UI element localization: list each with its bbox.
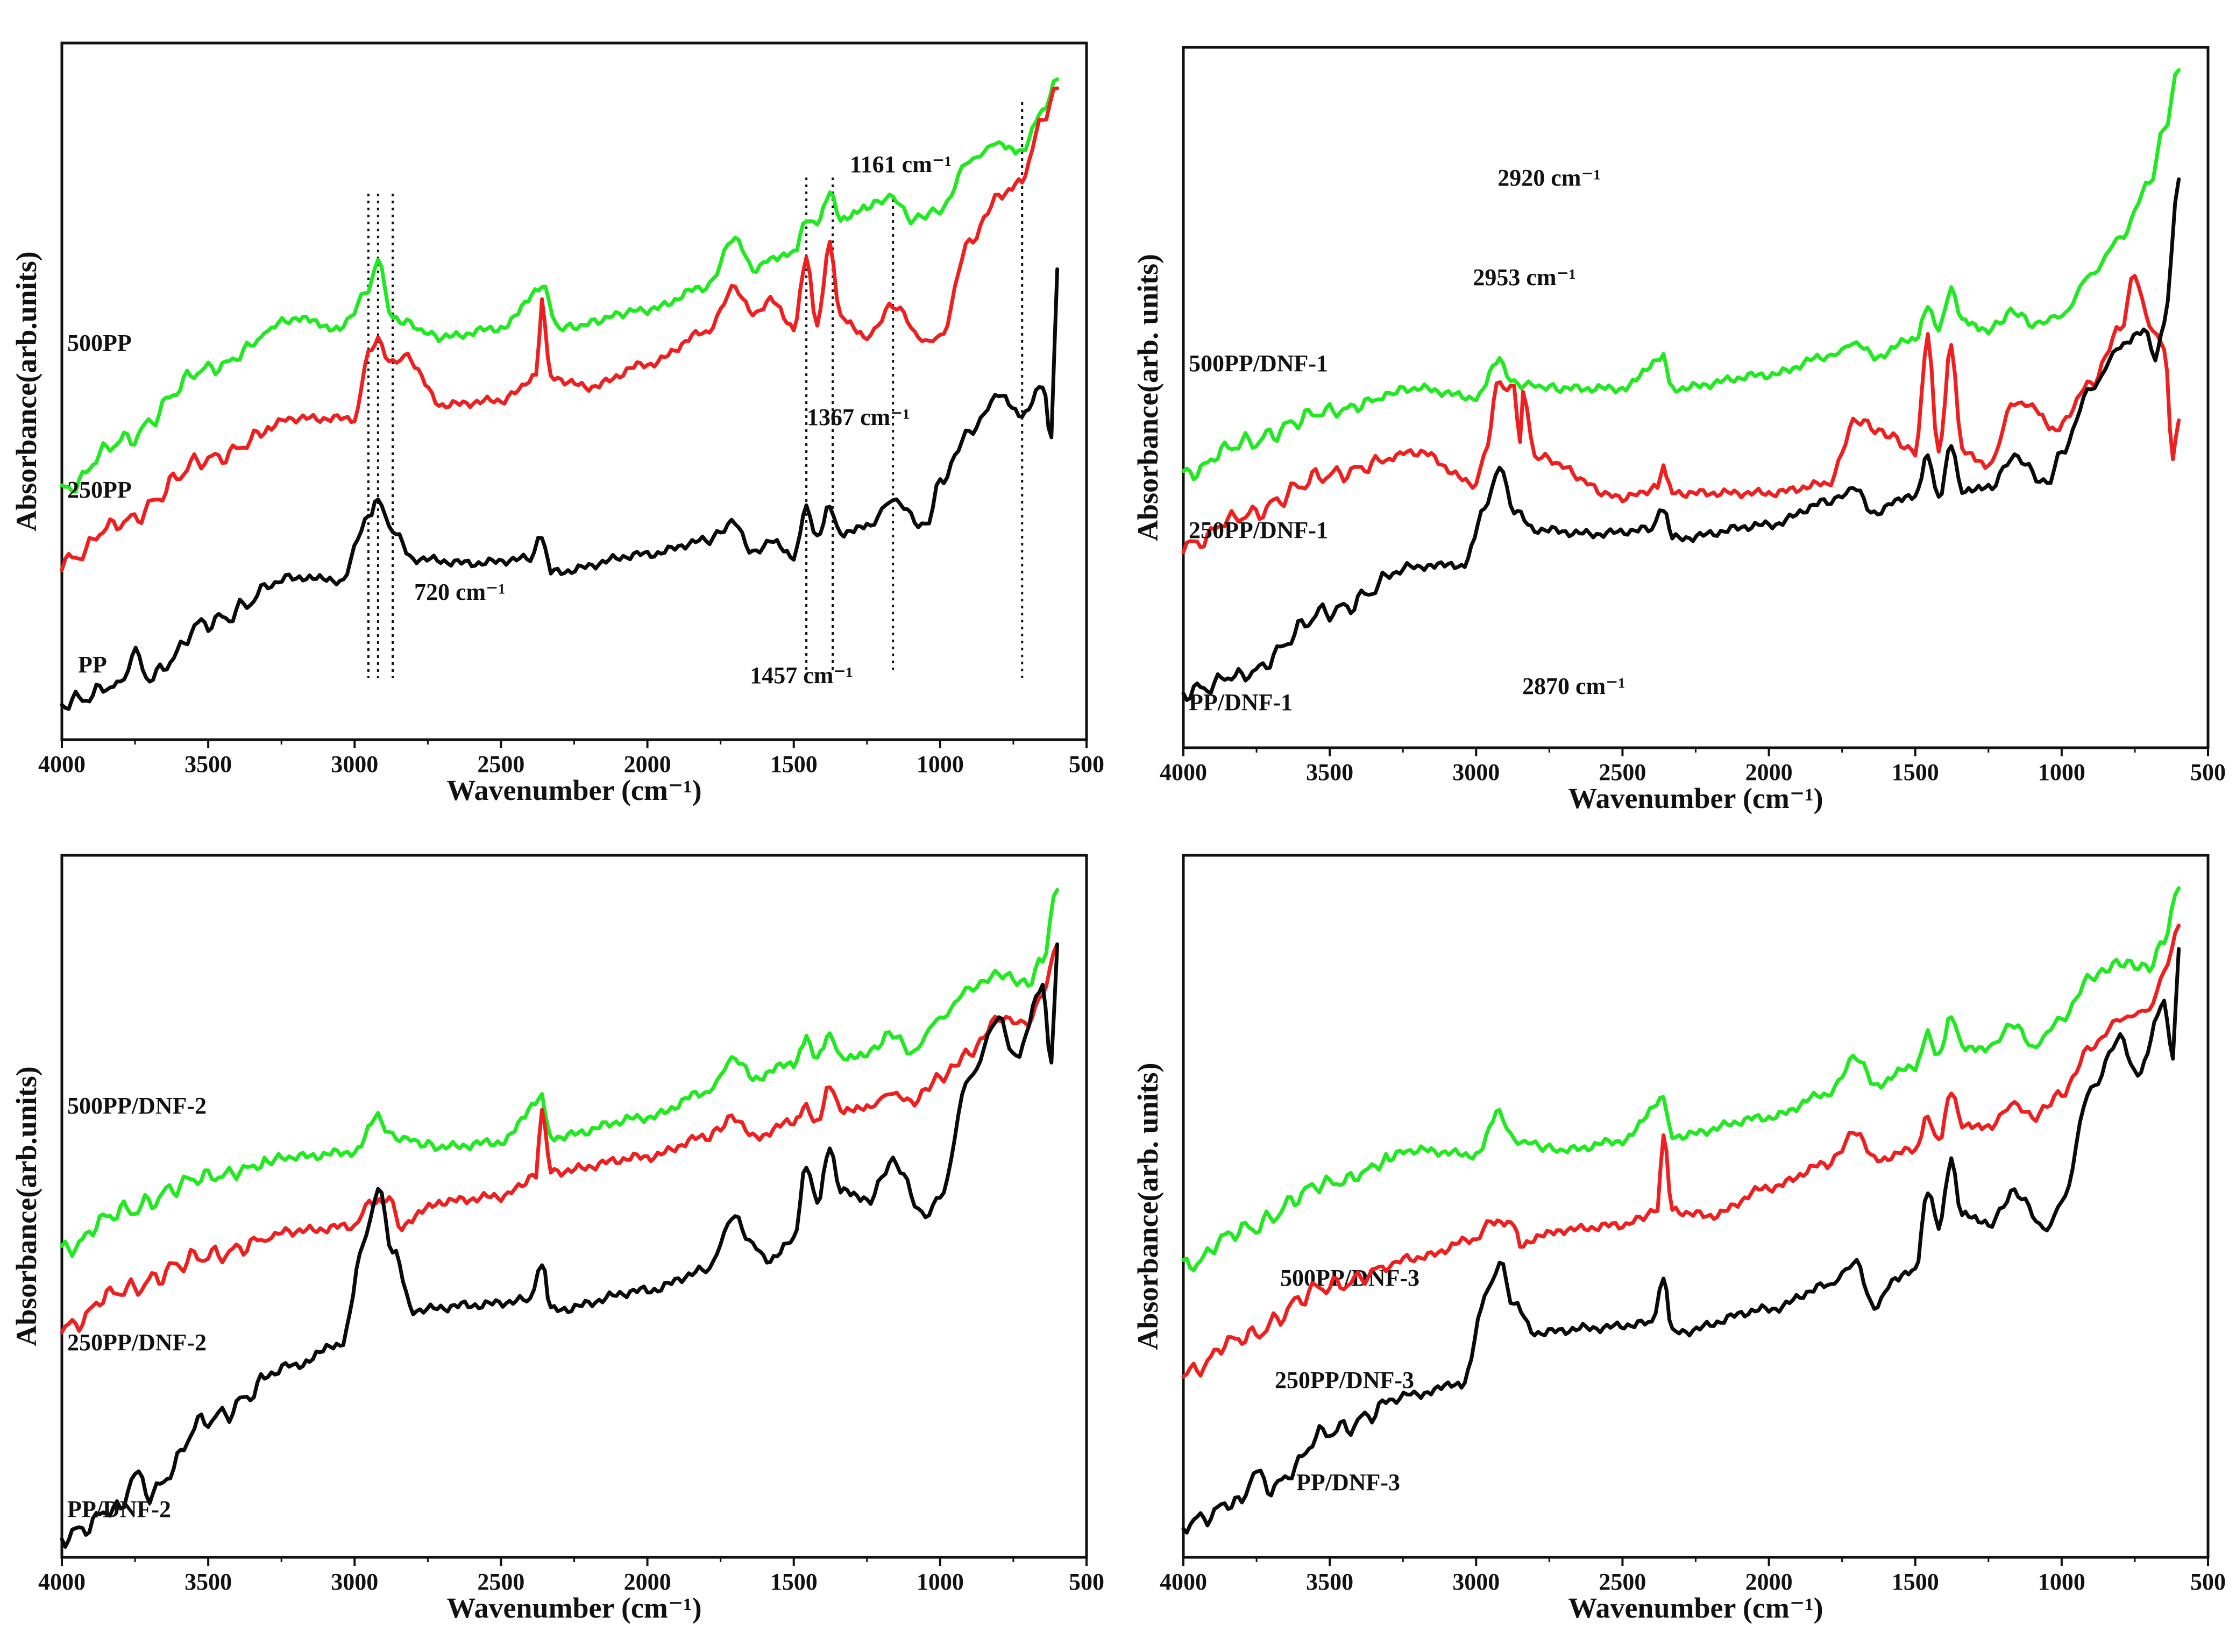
x-tick-label: 1500 — [1892, 1569, 1939, 1595]
x-tick-label: 3000 — [1452, 1569, 1500, 1595]
series-line-250pp-dnf-1 — [1181, 274, 2181, 555]
x-tick-label: 500 — [1069, 1569, 1104, 1595]
series-label: 250PP/DNF-1 — [1189, 517, 1328, 543]
series-line-500pp-dnf-2 — [60, 888, 1060, 1258]
x-axis-title: Wavenumber (cm⁻¹) — [446, 1592, 701, 1624]
series-label: PP/DNF-1 — [1189, 689, 1293, 715]
peak-annotation: 2870 cm⁻¹ — [1522, 673, 1625, 699]
peak-annotation: 1161 cm⁻¹ — [850, 151, 952, 178]
x-tick-label: 3000 — [331, 1569, 378, 1595]
x-tick-label: 1500 — [770, 1569, 818, 1595]
chart-panel-4: 4000 3500 3000 2500 2000 1500 1000 500 Wavenumbe… — [1132, 854, 2226, 1624]
x-tick-label: 1000 — [2038, 1569, 2085, 1595]
peak-annotation: 720 cm⁻¹ — [414, 579, 506, 605]
x-tick-label: 1500 — [770, 751, 818, 777]
x-tick-label: 4000 — [1160, 759, 1207, 785]
x-tick-label: 2000 — [1745, 759, 1793, 785]
x-tick-label: 2500 — [1599, 1569, 1646, 1595]
x-tick-label: 2500 — [1599, 759, 1646, 785]
series-line-pp-dnf-1 — [1181, 177, 2181, 702]
series-line-250pp-dnf-3 — [1181, 924, 2181, 1379]
x-tick-label: 2000 — [624, 1569, 671, 1595]
peak-annotation: 2920 cm⁻¹ — [1497, 165, 1601, 191]
x-tick-label: 2000 — [624, 751, 671, 777]
series-line-500pp-dnf-3 — [1181, 886, 2181, 1272]
x-tick-label: 1500 — [1892, 759, 1939, 785]
series-label: 500PP/DNF-1 — [1189, 350, 1328, 377]
series-label: PP/DNF-2 — [67, 1496, 171, 1522]
series-line-250pp — [60, 86, 1060, 572]
x-tick-label: 1000 — [2038, 759, 2085, 785]
series-label: 250PP/DNF-2 — [67, 1329, 207, 1356]
series-label: 500PP/DNF-2 — [67, 1093, 207, 1119]
series-label: PP — [78, 651, 107, 678]
x-tick-label: 3000 — [1452, 759, 1500, 785]
series-label: 500PP/DNF-3 — [1280, 1265, 1419, 1291]
y-axis-title: Absorbance(arb. units) — [1132, 254, 1164, 541]
series-label: PP/DNF-3 — [1296, 1469, 1400, 1495]
series-label: 500PP — [67, 330, 132, 356]
x-tick-label: 500 — [2190, 759, 2226, 785]
series-line-250pp-dnf-2 — [60, 942, 1060, 1335]
peak-annotation: 1367 cm⁻¹ — [807, 404, 910, 430]
x-axis-title: Wavenumber (cm⁻¹) — [1568, 782, 1823, 814]
y-axis-title: Absorbance(arb. units) — [1132, 1062, 1164, 1350]
x-axis-title: Wavenumber (cm⁻¹) — [446, 774, 701, 806]
x-tick-label: 4000 — [1160, 1569, 1207, 1595]
peak-annotation: 1457 cm⁻¹ — [750, 662, 853, 689]
y-axis-title: Absorbance(arb.units) — [10, 1066, 42, 1346]
x-tick-label: 500 — [1069, 751, 1104, 777]
chart-panel-3: 4000 3500 3000 2500 2000 1500 1000 500 Wavenumbe… — [10, 854, 1104, 1624]
x-tick-label: 2500 — [477, 1569, 524, 1595]
x-tick-label: 3500 — [1306, 1569, 1353, 1595]
x-tick-label: 4000 — [38, 751, 86, 777]
peak-annotation: 2953 cm⁻¹ — [1473, 264, 1576, 290]
series-label: 250PP — [67, 477, 132, 503]
x-tick-label: 3500 — [184, 751, 232, 777]
plot-frame — [60, 41, 1088, 741]
x-tick-label: 500 — [2190, 1569, 2226, 1595]
y-axis-title: Absorbance(arb.units) — [10, 251, 42, 531]
x-tick-label: 3500 — [1306, 759, 1353, 785]
plot-frame — [1182, 46, 2210, 749]
x-tick-label: 4000 — [38, 1569, 86, 1595]
chart-panel-1: 4000 3500 3000 2500 2000 1500 1000 500 Wavenumbe… — [10, 41, 1625, 806]
x-axis-title: Wavenumber (cm⁻¹) — [1568, 1592, 1823, 1624]
x-tick-label: 3500 — [184, 1569, 232, 1595]
chart-panel-2: 4000 3500 3000 2500 2000 1500 1000 500 Wavenumbe… — [1132, 46, 2226, 814]
series-line-500pp — [60, 77, 1060, 494]
series-line-pp-dnf-2 — [60, 942, 1060, 1549]
x-tick-label: 1000 — [917, 751, 964, 777]
x-tick-label: 1000 — [917, 1569, 964, 1595]
x-tick-label: 2000 — [1745, 1569, 1793, 1595]
x-tick-label: 2500 — [477, 751, 524, 777]
series-line-pp-dnf-3 — [1181, 947, 2181, 1535]
series-label: 250PP/DNF-3 — [1275, 1367, 1414, 1393]
plot-frame — [1182, 854, 2210, 1559]
x-tick-label: 3000 — [331, 751, 378, 777]
series-line-500pp-dnf-1 — [1181, 68, 2181, 481]
series-line-pp — [60, 267, 1060, 711]
